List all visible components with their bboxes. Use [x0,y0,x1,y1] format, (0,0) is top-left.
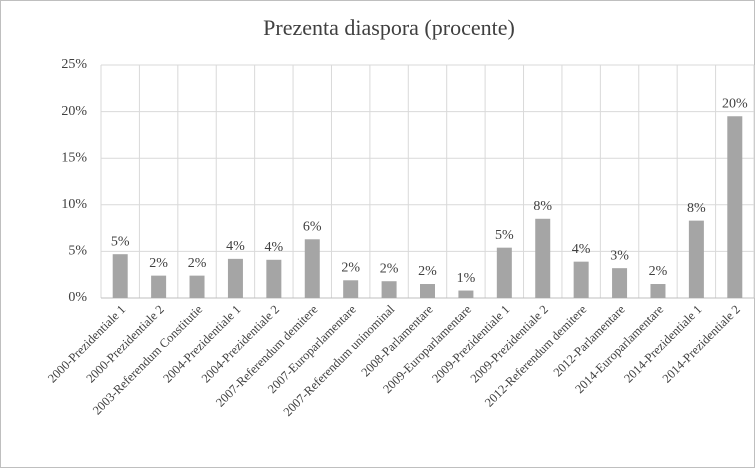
data-label: 4% [226,239,245,254]
data-label: 8% [687,201,706,216]
bar [112,254,128,298]
data-label: 8% [533,199,552,214]
bar [420,284,435,298]
data-label: 6% [303,220,322,235]
data-label: 20% [722,96,748,111]
data-label: 5% [495,228,514,243]
bar [189,275,205,298]
bar [266,259,282,298]
data-label: 4% [572,242,591,257]
y-tick-label: 15% [61,150,87,165]
data-label: 4% [265,240,284,255]
bar [381,281,397,298]
bar [612,268,628,298]
data-label: 2% [188,256,207,271]
y-tick-label: 10% [61,197,87,212]
bar [151,275,167,298]
bar [727,116,743,298]
data-label: 3% [610,248,629,263]
bar [688,220,704,298]
bar [458,290,474,298]
bar [343,280,359,298]
data-label: 2% [341,261,360,276]
data-label: 5% [111,234,130,249]
y-tick-label: 5% [68,244,87,259]
bar [496,247,512,298]
bar [573,261,589,298]
bar [227,258,243,298]
bar [535,218,551,298]
y-tick-label: 0% [68,290,87,305]
data-label: 2% [649,264,668,279]
data-label: 2% [149,256,168,271]
data-label: 2% [380,261,399,276]
bar [650,284,666,298]
chart-title: Prezenta diaspora (procente) [263,15,515,40]
data-label: 2% [418,264,437,279]
y-tick-label: 25% [61,57,87,72]
y-tick-label: 20% [61,104,87,119]
bar [304,239,320,298]
data-label: 1% [457,271,476,286]
